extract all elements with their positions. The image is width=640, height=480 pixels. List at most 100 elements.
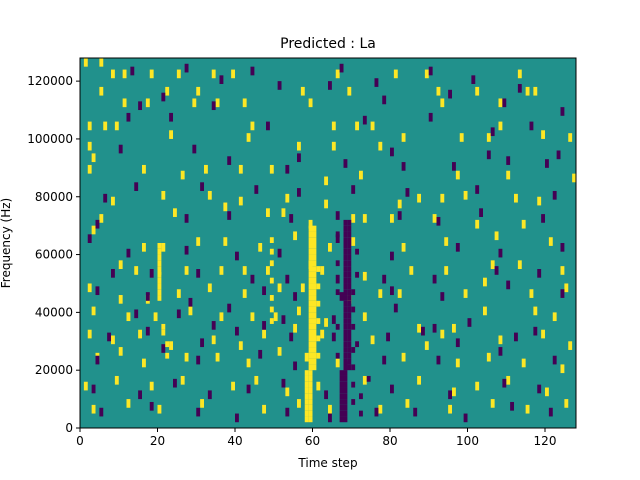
heatmap-cell-high [324, 318, 329, 327]
heatmap-cell-high [316, 381, 321, 391]
heatmap-cell-low [428, 112, 433, 122]
y-tick-label: 80000 [35, 190, 73, 204]
heatmap-cell-high [308, 248, 313, 255]
heatmap-cell-low [281, 315, 286, 324]
heatmap-cell-high [211, 69, 216, 79]
heatmap-cell-high [506, 170, 511, 180]
heatmap-cell-low [537, 269, 542, 278]
heatmap-cell-high [83, 58, 88, 67]
heatmap-cell-high [401, 352, 406, 362]
heatmap-cell-high [312, 312, 317, 319]
heatmap-cell-low [347, 318, 352, 324]
heatmap-cell-high [242, 98, 247, 108]
heatmap-cell-high [393, 69, 398, 79]
heatmap-cell-low [227, 211, 232, 220]
heatmap-cell-high [277, 347, 282, 356]
heatmap-cell-high [308, 243, 313, 249]
heatmap-cell-high [362, 214, 367, 223]
heatmap-cell-low [374, 78, 379, 87]
heatmap-cell-high [87, 164, 92, 174]
heatmap-cell-high [304, 393, 309, 400]
heatmap-cell-high [548, 237, 553, 246]
heatmap-cell-low [196, 269, 201, 278]
heatmap-cell-high [285, 387, 290, 397]
heatmap-cell-low [297, 188, 301, 197]
heatmap-cell-low [169, 112, 174, 122]
heatmap-cell-low [537, 384, 542, 394]
heatmap-cell-high [316, 335, 321, 342]
heatmap-cell-high [483, 277, 487, 287]
heatmap-cell-low [541, 214, 546, 223]
heatmap-cell-high [521, 358, 526, 368]
heatmap-cell-high [312, 225, 317, 232]
heatmap-cell-high [87, 141, 92, 151]
heatmap-cell-high [254, 375, 259, 385]
heatmap-cell-high [293, 231, 298, 241]
heatmap-cell-high [308, 225, 313, 232]
x-axis-label: Time step [297, 456, 357, 470]
heatmap-cell-high [180, 170, 185, 180]
heatmap-cell-high [475, 219, 480, 229]
heatmap-cell-high [448, 404, 453, 414]
heatmap-cell-high [463, 190, 468, 200]
heatmap-cell-high [269, 237, 274, 243]
heatmap-cell-high [331, 121, 336, 131]
heatmap-cell-low [176, 309, 181, 319]
heatmap-cell-high [138, 329, 143, 339]
heatmap-cell-high [359, 170, 363, 180]
heatmap-cell-high [459, 133, 464, 142]
y-tick-label: 120000 [27, 74, 73, 88]
heatmap-cell-low [277, 248, 282, 258]
heatmap-cell-high [246, 133, 251, 142]
heatmap-cell-low [475, 185, 480, 194]
heatmap-cell-high [204, 164, 208, 174]
heatmap-cell-low [397, 211, 402, 220]
chart-title: Predicted : La [280, 36, 376, 52]
heatmap-cell-low [343, 295, 348, 301]
heatmap-cell-high [87, 329, 92, 339]
heatmap-cell-high [320, 329, 325, 339]
heatmap-cell-high [312, 323, 317, 330]
heatmap-cell-low [347, 300, 352, 307]
heatmap-cell-high [304, 410, 309, 417]
heatmap-cell-low [343, 352, 348, 359]
heatmap-cell-low [548, 407, 553, 417]
heatmap-cell-low [107, 332, 112, 342]
heatmap-cell-low [343, 381, 348, 388]
heatmap-cell-high [498, 98, 503, 108]
heatmap-cell-high [308, 260, 313, 267]
heatmap-cell-low [126, 248, 131, 258]
heatmap-cell-high [142, 164, 146, 174]
heatmap-cell-high [91, 404, 96, 414]
x-tick-label: 100 [456, 434, 479, 448]
heatmap-cell-low [149, 401, 154, 411]
heatmap-cell-high [91, 153, 96, 163]
heatmap-cell-high [312, 271, 317, 278]
heatmap-cell-low [351, 381, 356, 388]
heatmap-cell-high [308, 358, 313, 365]
heatmap-cell-low [335, 274, 340, 284]
heatmap-cell-high [180, 375, 185, 385]
heatmap-cell-low [359, 393, 363, 400]
heatmap-cell-high [308, 237, 313, 243]
heatmap-cell-high [378, 289, 383, 298]
heatmap-cell-low [343, 364, 348, 371]
heatmap-cell-high [157, 277, 162, 284]
heatmap-cell-low [343, 306, 348, 313]
heatmap-cell-high [312, 277, 317, 284]
heatmap-cell-high [320, 266, 325, 275]
heatmap-cell-low [200, 338, 205, 348]
heatmap-cell-high [529, 289, 534, 298]
heatmap-cell-high [176, 289, 181, 298]
heatmap-cell-low [138, 101, 143, 111]
heatmap-cell-low [448, 390, 453, 400]
heatmap-cell-high [335, 69, 340, 79]
heatmap-cell-low [227, 303, 232, 313]
heatmap-cell-low [184, 63, 189, 73]
heatmap-cell-high [238, 164, 243, 174]
heatmap-cell-low [95, 219, 100, 229]
heatmap-cell-high [99, 58, 104, 67]
heatmap-cell-high [161, 243, 166, 252]
heatmap-cell-low [281, 378, 286, 388]
